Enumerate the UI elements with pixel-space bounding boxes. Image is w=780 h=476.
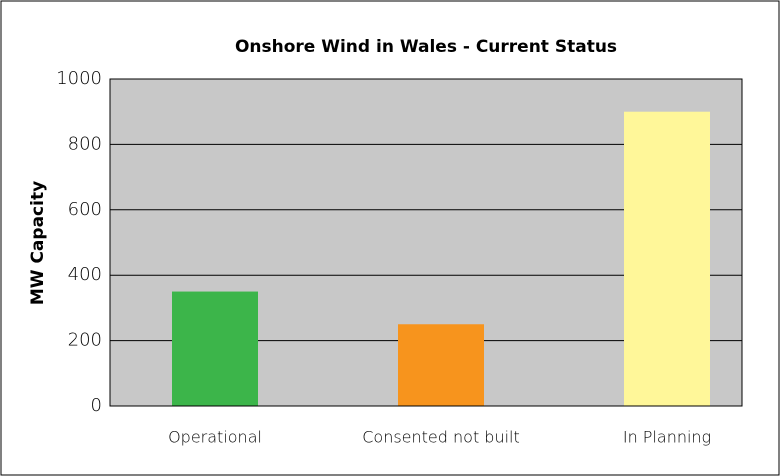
y-tick-label: 1000 bbox=[56, 68, 102, 89]
chart-title: Onshore Wind in Wales - Current Status bbox=[235, 37, 617, 57]
y-tick-label: 200 bbox=[68, 330, 102, 351]
y-tick-label: 800 bbox=[68, 133, 102, 154]
y-tick-label: 400 bbox=[68, 264, 102, 285]
x-tick-label: Operational bbox=[168, 428, 262, 447]
x-tick-label: Consented not built bbox=[362, 428, 520, 447]
plot-border bbox=[109, 78, 743, 407]
x-tick-label: In Planning bbox=[623, 428, 711, 447]
y-tick-label: 600 bbox=[68, 199, 102, 220]
y-axis-label: MW Capacity bbox=[28, 181, 48, 305]
bar bbox=[172, 291, 258, 406]
bar bbox=[398, 324, 484, 406]
y-tick-label: 0 bbox=[91, 395, 102, 416]
bar bbox=[624, 111, 710, 406]
